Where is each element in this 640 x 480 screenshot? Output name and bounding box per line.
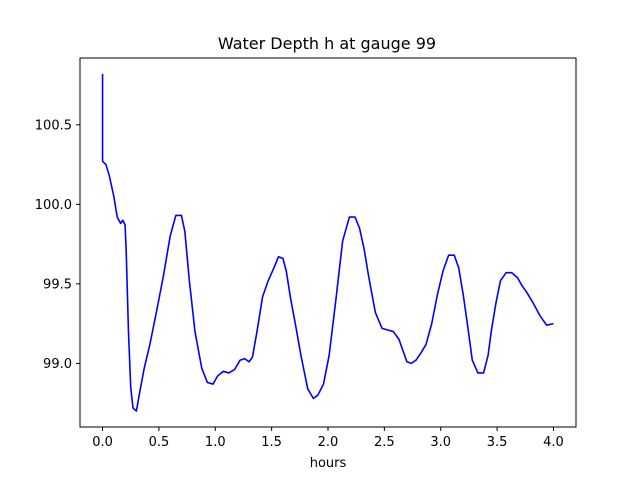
plot-area xyxy=(101,73,554,412)
x-tick-label: 3.0 xyxy=(430,435,451,450)
x-axis-label: hours xyxy=(310,456,347,471)
x-tick-label: 1.0 xyxy=(205,435,226,450)
x-axis: 0.0 0.5 1.0 1.5 2.0 2.5 3.0 3.5 4.0 xyxy=(92,427,564,450)
y-axis: 99.0 99.5 100.0 100.5 xyxy=(35,118,80,372)
y-tick-label: 99.0 xyxy=(43,357,72,372)
x-tick-label: 2.0 xyxy=(318,435,339,450)
x-tick-label: 1.5 xyxy=(261,435,282,450)
y-tick-label: 100.0 xyxy=(35,198,72,213)
series-line-0 xyxy=(101,73,554,412)
y-tick-label: 100.5 xyxy=(35,118,72,133)
x-tick-label: 0.0 xyxy=(92,435,113,450)
x-tick-label: 2.5 xyxy=(374,435,395,450)
y-tick-label: 99.5 xyxy=(43,277,72,292)
chart-title: Water Depth h at gauge 99 xyxy=(218,34,436,53)
x-tick-label: 3.5 xyxy=(487,435,508,450)
x-tick-label: 0.5 xyxy=(149,435,170,450)
x-tick-label: 4.0 xyxy=(543,435,564,450)
